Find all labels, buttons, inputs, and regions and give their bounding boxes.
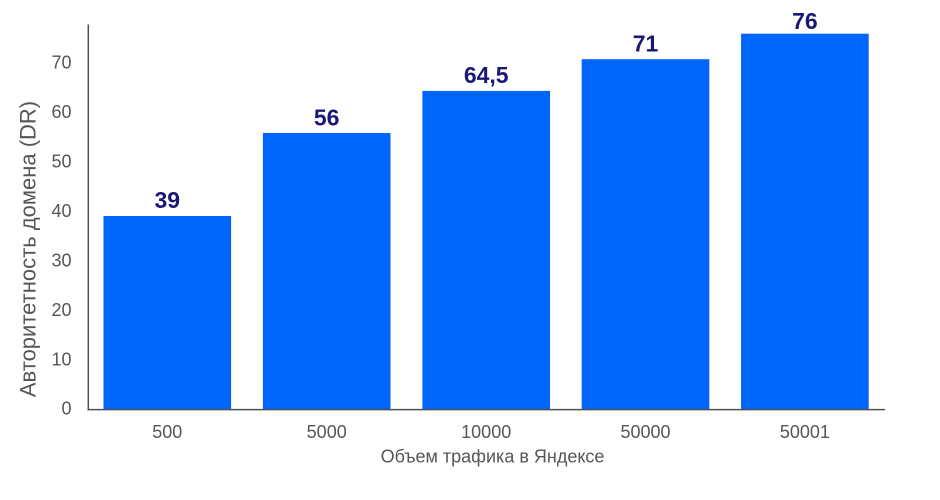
svg-text:60: 60 (51, 102, 71, 122)
svg-text:71: 71 (633, 30, 659, 56)
svg-text:Авторитетность домена (DR): Авторитетность домена (DR) (16, 101, 41, 397)
svg-text:64,5: 64,5 (464, 62, 509, 88)
svg-text:39: 39 (155, 187, 181, 213)
svg-text:76: 76 (792, 8, 818, 34)
svg-text:50000: 50000 (620, 422, 670, 442)
svg-text:50001: 50001 (780, 422, 830, 442)
svg-text:10: 10 (51, 349, 71, 369)
svg-text:0: 0 (61, 399, 71, 419)
svg-text:5000: 5000 (307, 422, 347, 442)
svg-text:70: 70 (51, 53, 71, 73)
svg-text:500: 500 (152, 422, 182, 442)
svg-text:56: 56 (314, 105, 340, 131)
svg-text:Объем трафика в Яндексе: Объем трафика в Яндексе (381, 446, 605, 466)
svg-text:10000: 10000 (461, 422, 511, 442)
svg-text:40: 40 (51, 201, 71, 221)
svg-text:50: 50 (51, 152, 71, 172)
svg-text:20: 20 (51, 300, 71, 320)
svg-text:30: 30 (51, 250, 71, 270)
